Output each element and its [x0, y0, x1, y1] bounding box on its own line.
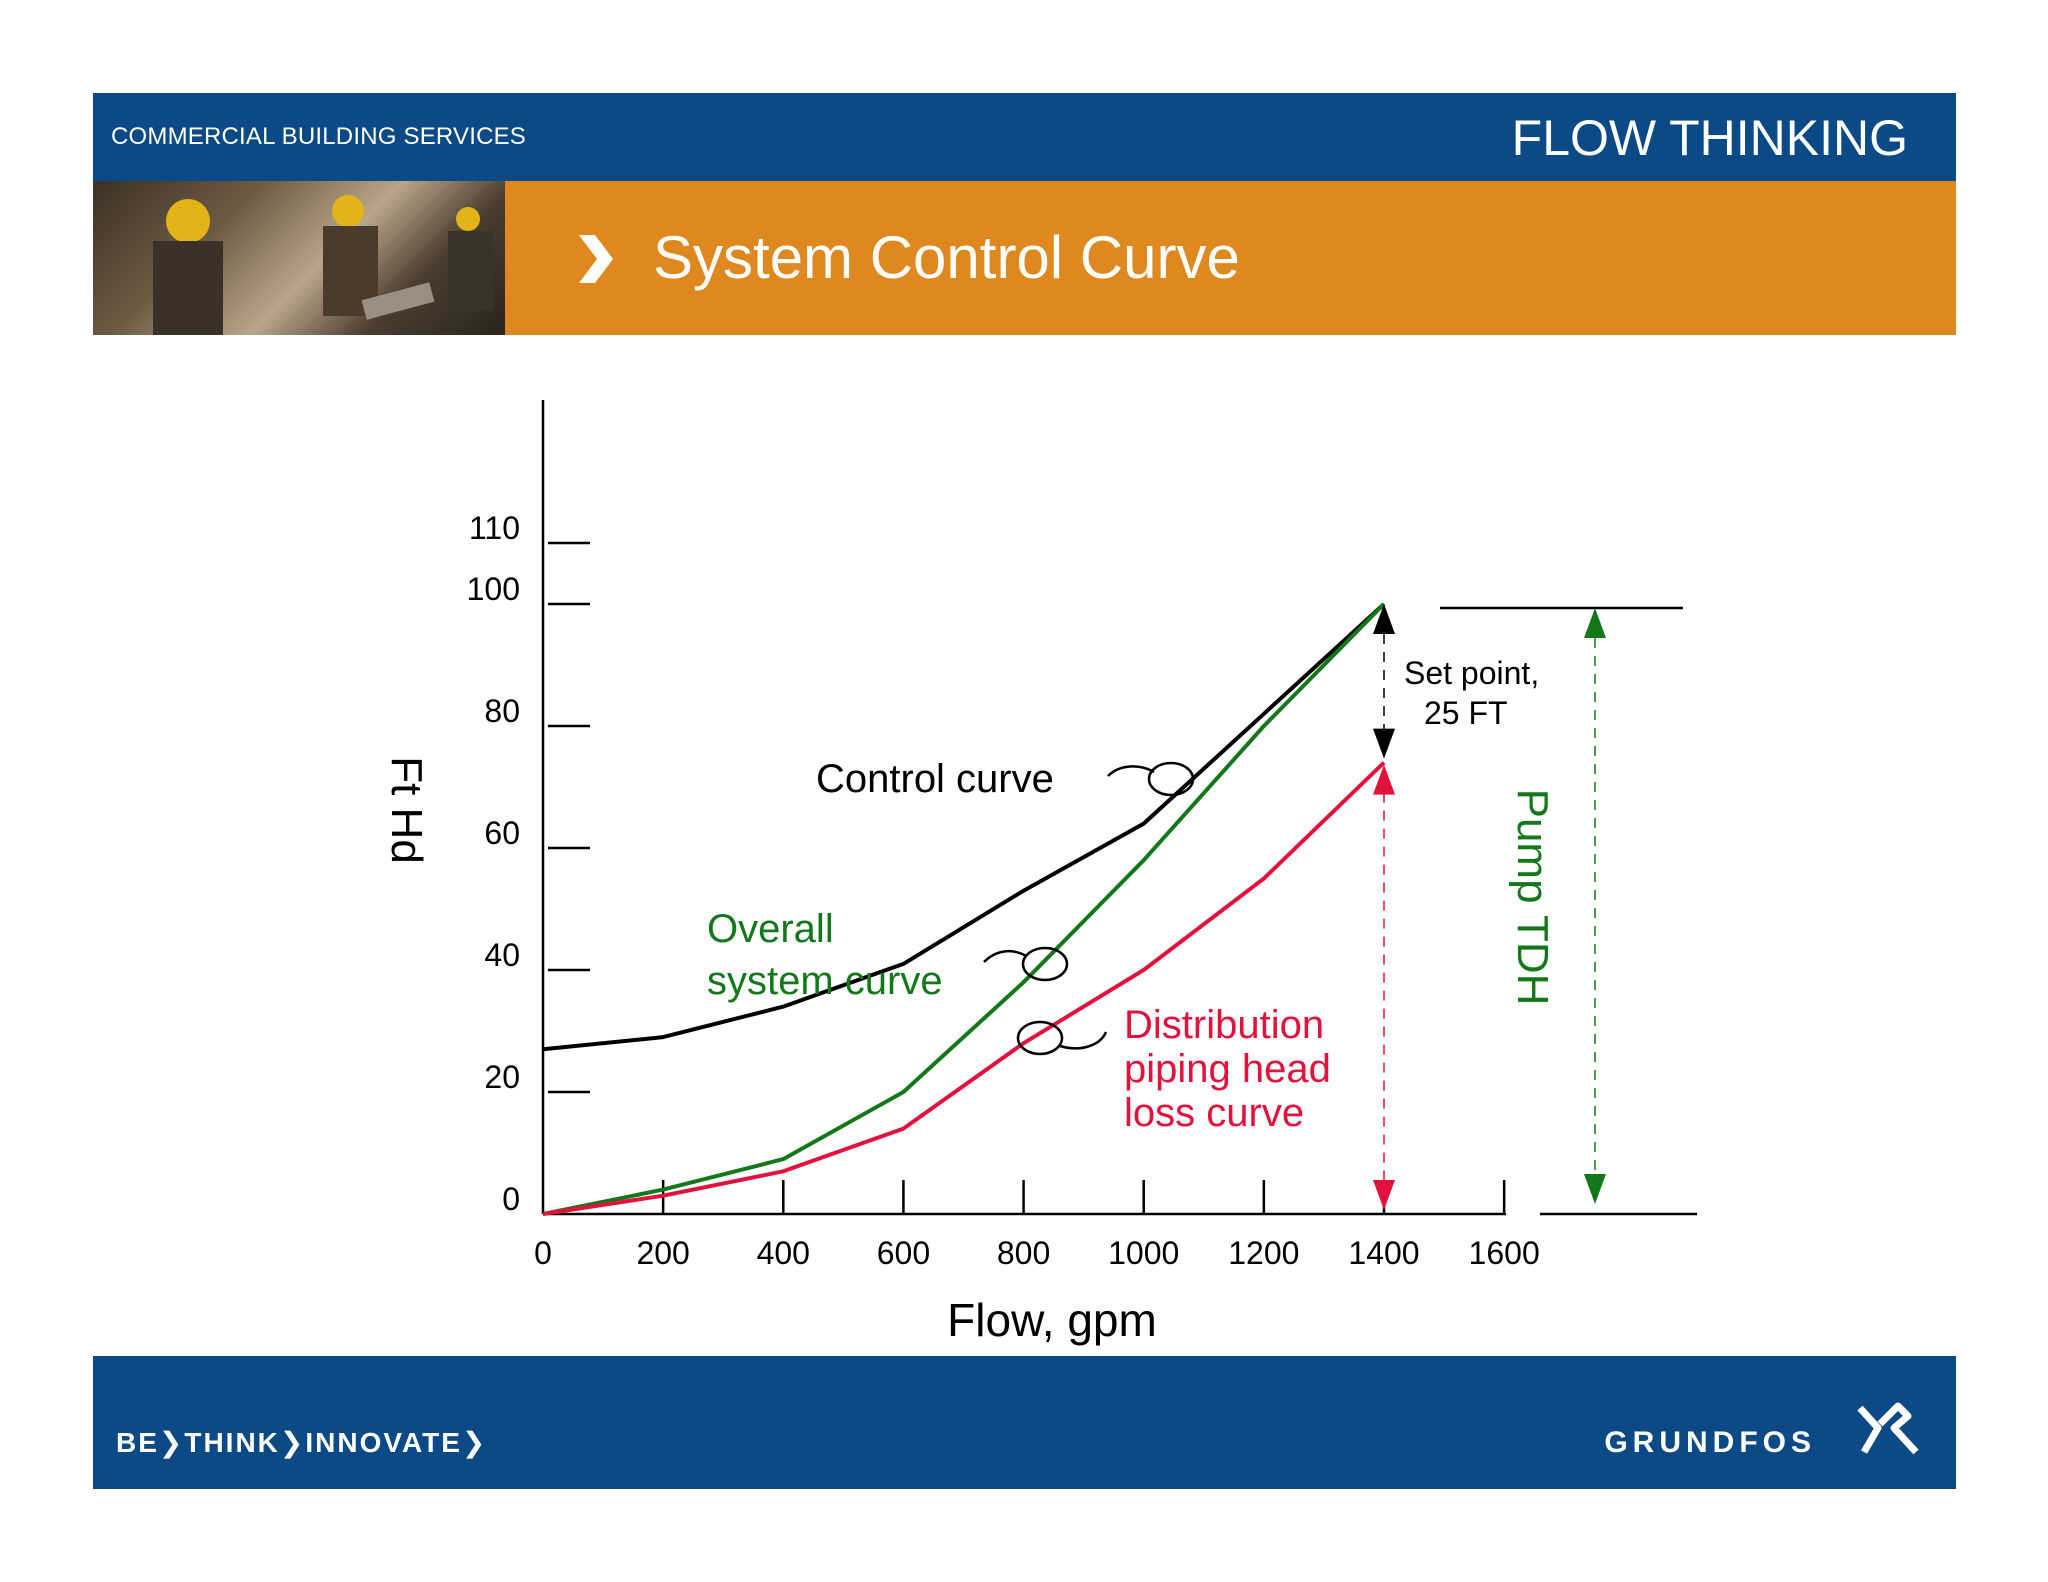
header-bar: COMMERCIAL BUILDING SERVICES FLOW THINKI…	[93, 93, 1956, 181]
x-axis-label: Flow, gpm	[947, 1294, 1157, 1346]
brand-logo: GRUNDFOS	[1506, 1392, 1926, 1462]
y-tick-label: 80	[484, 693, 520, 729]
footer-motto: BE❯THINK❯INNOVATE❯	[116, 1427, 488, 1458]
footer-bar: BE❯THINK❯INNOVATE❯ GRUNDFOS	[93, 1356, 1956, 1489]
dist-arrow-up	[1373, 764, 1395, 795]
x-tick-label: 1200	[1228, 1235, 1299, 1271]
y-tick-label: 100	[467, 571, 520, 607]
system-curve-label-line2: system curve	[707, 959, 943, 1003]
y-tick-label: 60	[484, 815, 520, 851]
x-tick-label: 1400	[1348, 1235, 1419, 1271]
x-tick-label: 600	[877, 1235, 930, 1271]
setpoint-arrow-up	[1373, 604, 1395, 634]
dist-curve-label-line1: Distribution	[1124, 1003, 1324, 1047]
control-curve-label: Control curve	[816, 757, 1054, 801]
setpoint-label-line1: Set point,	[1404, 655, 1539, 691]
x-tick-label: 400	[757, 1235, 810, 1271]
x-tick-label: 1000	[1108, 1235, 1179, 1271]
title-bar: System Control Curve	[505, 181, 1956, 335]
tdh-arrow-down	[1584, 1174, 1606, 1204]
setpoint-label-line2: 25 FT	[1424, 695, 1508, 731]
dist-arrow-down	[1373, 1180, 1395, 1210]
slide-title: System Control Curve	[653, 224, 1240, 291]
y-tick-label: 110	[469, 510, 520, 546]
pump-tdh-label: Pump TDH	[1508, 789, 1557, 1006]
x-tick-label: 1600	[1469, 1235, 1540, 1271]
workers-photo	[93, 181, 505, 335]
dist-curve-label-line2: piping head	[1124, 1047, 1331, 1091]
system-curve-label-line1: Overall	[707, 907, 834, 951]
y-tick-label: 40	[484, 937, 520, 973]
series-system-line	[542, 602, 1386, 1216]
header-tagline: FLOW THINKING	[1511, 110, 1908, 166]
control-curve-callout-leader	[1107, 765, 1155, 777]
brand-name: GRUNDFOS	[1604, 1426, 1816, 1459]
y-tick-label: 20	[484, 1059, 520, 1095]
grundfos-logo-icon	[1857, 1402, 1919, 1455]
series-distribution-line	[542, 761, 1386, 1216]
dist-curve-label-line3: loss curve	[1124, 1091, 1304, 1135]
header-section-label: COMMERCIAL BUILDING SERVICES	[111, 123, 527, 150]
setpoint-arrow-down	[1373, 728, 1395, 759]
chevron-right-icon	[579, 235, 613, 283]
system-curve-callout-circle	[1021, 946, 1069, 982]
system-curve-callout-leader	[983, 949, 1027, 963]
x-tick-label: 800	[997, 1235, 1050, 1271]
x-tick-label: 0	[534, 1235, 552, 1271]
y-tick-label: 0	[502, 1181, 520, 1217]
tdh-arrow-up	[1584, 608, 1606, 638]
control-curve-callout-circle	[1147, 761, 1195, 797]
x-tick-label: 200	[636, 1235, 689, 1271]
dist-curve-callout-leader	[1059, 1031, 1108, 1050]
series-control-line	[542, 602, 1386, 1052]
y-axis-label: Ft Hd	[382, 756, 431, 864]
dist-curve-callout-circle	[1016, 1020, 1064, 1056]
